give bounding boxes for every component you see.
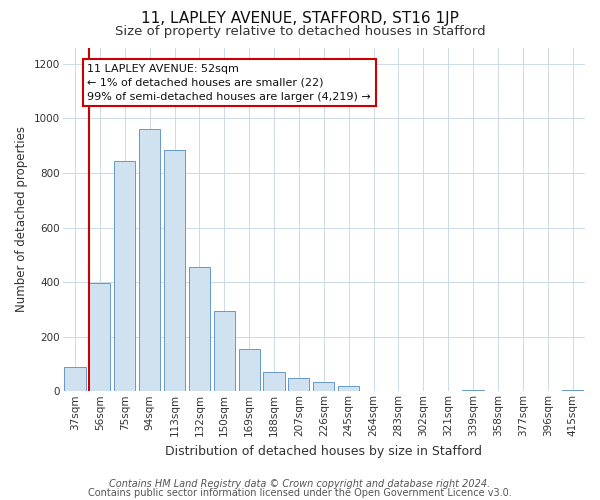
X-axis label: Distribution of detached houses by size in Stafford: Distribution of detached houses by size … — [165, 444, 482, 458]
Bar — [289, 378, 310, 392]
Text: Size of property relative to detached houses in Stafford: Size of property relative to detached ho… — [115, 25, 485, 38]
Bar — [463, 390, 484, 392]
Bar — [164, 150, 185, 392]
Bar — [239, 349, 260, 392]
Text: 11 LAPLEY AVENUE: 52sqm
← 1% of detached houses are smaller (22)
99% of semi-det: 11 LAPLEY AVENUE: 52sqm ← 1% of detached… — [88, 64, 371, 102]
Bar — [313, 382, 334, 392]
Text: 11, LAPLEY AVENUE, STAFFORD, ST16 1JP: 11, LAPLEY AVENUE, STAFFORD, ST16 1JP — [141, 11, 459, 26]
Bar — [89, 284, 110, 392]
Text: Contains HM Land Registry data © Crown copyright and database right 2024.: Contains HM Land Registry data © Crown c… — [109, 479, 491, 489]
Bar — [562, 390, 583, 392]
Bar — [263, 372, 284, 392]
Bar — [114, 160, 136, 392]
Bar — [189, 267, 210, 392]
Bar — [64, 366, 86, 392]
Y-axis label: Number of detached properties: Number of detached properties — [15, 126, 28, 312]
Bar — [338, 386, 359, 392]
Text: Contains public sector information licensed under the Open Government Licence v3: Contains public sector information licen… — [88, 488, 512, 498]
Bar — [139, 130, 160, 392]
Bar — [214, 311, 235, 392]
